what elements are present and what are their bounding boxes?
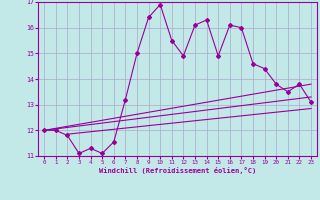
X-axis label: Windchill (Refroidissement éolien,°C): Windchill (Refroidissement éolien,°C) <box>99 167 256 174</box>
